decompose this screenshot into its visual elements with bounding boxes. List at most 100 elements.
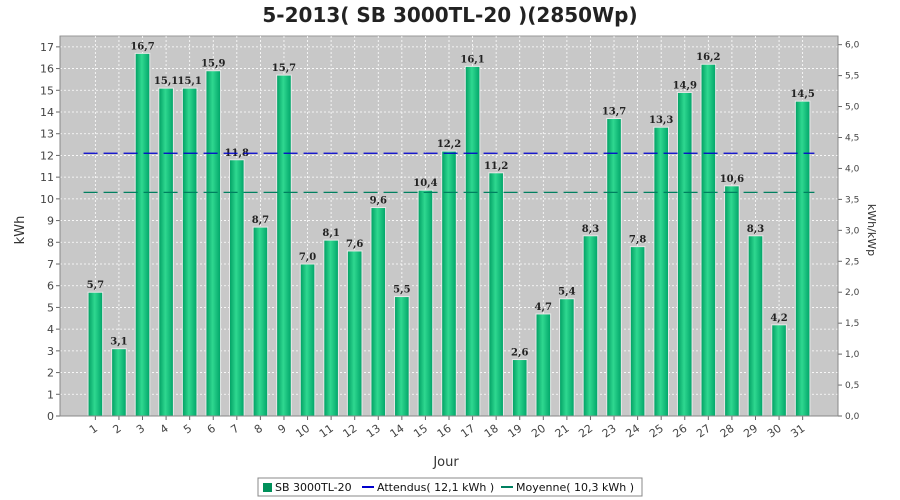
- bar: [582, 235, 599, 417]
- bar-value-label: 16,2: [696, 52, 720, 63]
- bar-value-label: 7,0: [299, 252, 316, 263]
- x-tick-label: 13: [364, 422, 383, 441]
- bar-value-label: 5,4: [558, 287, 575, 298]
- x-tick-label: 27: [694, 422, 713, 441]
- legend-label-production: SB 3000TL-20: [275, 481, 352, 494]
- y-tick-label: 3: [47, 345, 54, 358]
- y-tick-label: 17: [40, 41, 54, 54]
- bar-value-label: 8,1: [322, 228, 339, 239]
- bar-value-label: 5,5: [393, 285, 410, 296]
- y-tick-label: 11: [40, 171, 54, 184]
- x-tick-label: 28: [718, 422, 737, 441]
- bar: [559, 298, 575, 417]
- bar-value-label: 14,9: [673, 80, 697, 91]
- y-tick-label: 4: [47, 323, 54, 336]
- y-tick-label: 13: [40, 128, 54, 141]
- x-tick-label: 3: [134, 422, 147, 437]
- bar-value-label: 4,7: [535, 302, 552, 313]
- bar: [464, 65, 481, 417]
- y-right-tick-label: 4,5: [845, 133, 859, 143]
- bar: [346, 250, 363, 417]
- y-right-tick-label: 3,0: [845, 226, 860, 236]
- bar: [87, 291, 104, 417]
- bar-value-label: 16,1: [460, 54, 484, 65]
- x-tick-label: 9: [275, 422, 288, 437]
- bar-value-label: 2,6: [511, 348, 528, 359]
- y-right-tick-label: 0,5: [845, 381, 859, 391]
- x-tick-label: 2: [110, 422, 123, 437]
- y-right-tick-label: 3,5: [845, 195, 859, 205]
- y-axis-right-label: kWh/kWp: [865, 204, 878, 256]
- x-tick-label: 18: [482, 422, 501, 441]
- legend-box: [257, 477, 643, 497]
- bar-value-label: 15,9: [201, 59, 225, 70]
- x-tick-label: 31: [788, 422, 807, 441]
- x-tick-label: 23: [600, 422, 619, 441]
- bar: [276, 74, 292, 417]
- bar: [370, 207, 387, 417]
- y-tick-label: 8: [47, 236, 54, 249]
- y-right-tick-label: 6,0: [845, 41, 860, 51]
- x-tick-label: 8: [252, 422, 265, 437]
- bar: [181, 87, 198, 417]
- x-tick-label: 6: [205, 422, 218, 437]
- bar: [417, 189, 434, 417]
- bar: [158, 87, 174, 417]
- bar: [771, 324, 787, 417]
- x-tick-label: 24: [623, 422, 642, 441]
- y-right-tick-label: 1,5: [845, 319, 859, 329]
- x-tick-label: 15: [411, 422, 430, 441]
- bar: [794, 100, 811, 417]
- bar-value-label: 13,7: [602, 107, 626, 118]
- bar-value-label: 4,2: [770, 313, 787, 324]
- bar-value-label: 5,7: [87, 280, 104, 291]
- y-tick-label: 2: [47, 367, 54, 380]
- bar-value-label: 3,1: [110, 337, 127, 348]
- x-tick-label: 14: [388, 422, 407, 441]
- y-tick-label: 0: [47, 410, 54, 423]
- legend-label-expected: Attendus( 12,1 kWh ): [377, 481, 494, 494]
- y-right-tick-label: 4,0: [845, 164, 860, 174]
- bar: [629, 246, 646, 417]
- y-right-tick-label: 5,0: [845, 103, 860, 113]
- x-tick-label: 11: [317, 422, 336, 441]
- bar: [394, 296, 410, 417]
- y-right-tick-label: 1,0: [845, 350, 860, 360]
- legend-swatch-production: [263, 483, 272, 492]
- bar: [511, 359, 528, 417]
- x-tick-label: 7: [228, 422, 241, 437]
- bar-value-label: 10,6: [720, 174, 744, 185]
- bar: [676, 91, 693, 417]
- bar-value-label: 15,1: [154, 76, 178, 87]
- bar: [724, 185, 740, 417]
- bar: [111, 348, 127, 417]
- bar-value-label: 7,6: [346, 239, 363, 250]
- bar: [323, 239, 339, 417]
- bar-value-label: 13,3: [649, 115, 673, 126]
- legend: SB 3000TL-20 Attendus( 12,1 kWh ) Moyenn…: [257, 477, 643, 497]
- y-tick-label: 16: [40, 63, 54, 76]
- bar: [488, 172, 504, 417]
- y-right-tick-label: 2,5: [845, 257, 859, 267]
- y-tick-label: 6: [47, 280, 54, 293]
- chart-title: 5-2013( SB 3000TL-20 )(2850Wp): [262, 3, 637, 27]
- bar-value-label: 12,2: [437, 139, 461, 150]
- bar-value-label: 15,1: [177, 76, 201, 87]
- bar: [606, 118, 622, 417]
- bar: [653, 126, 669, 417]
- x-tick-label: 16: [435, 422, 454, 441]
- bar-value-label: 8,7: [252, 215, 269, 226]
- bar: [700, 63, 717, 417]
- bar-value-label: 15,7: [272, 63, 296, 74]
- x-tick-label: 22: [576, 422, 595, 441]
- x-tick-label: 1: [87, 422, 100, 437]
- bar-value-label: 16,7: [130, 41, 154, 52]
- x-tick-label: 5: [181, 422, 194, 437]
- x-tick-label: 10: [293, 422, 312, 441]
- y-right-tick-label: 0,0: [845, 412, 860, 422]
- x-tick-label: 20: [529, 422, 548, 441]
- bar: [134, 52, 151, 417]
- bar: [205, 70, 222, 417]
- legend-label-average: Moyenne( 10,3 kWh ): [516, 481, 634, 494]
- x-tick-label: 30: [765, 422, 784, 441]
